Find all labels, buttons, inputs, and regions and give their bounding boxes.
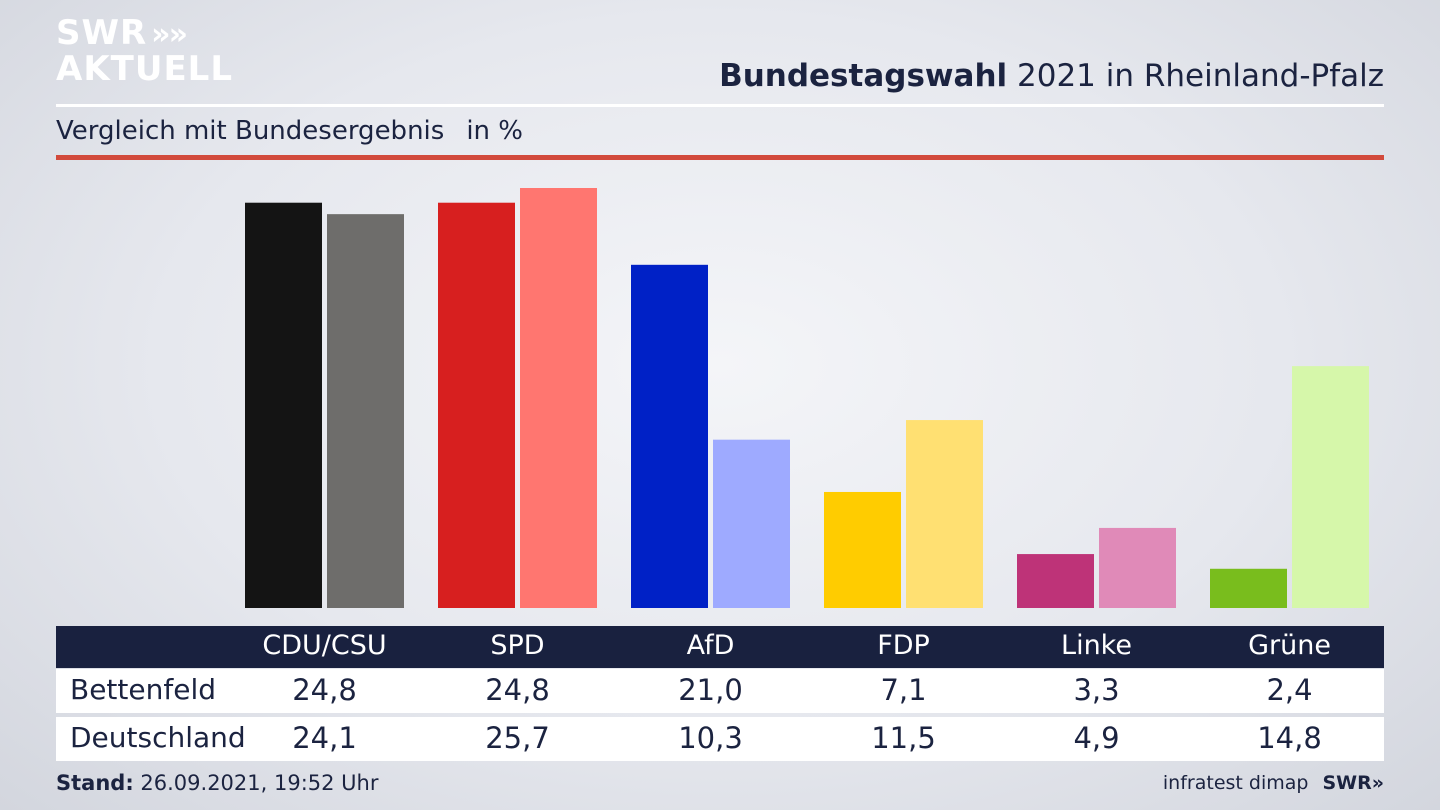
bar-fdp-bettenfeld <box>824 491 901 608</box>
value-afd-bettenfeld: 21,0 <box>678 673 743 707</box>
bar-linke-deutschland <box>1099 527 1176 608</box>
bar-cdu-csu-bettenfeld <box>245 202 322 608</box>
bar-fdp-deutschland <box>906 420 983 608</box>
value-linke-bettenfeld: 3,3 <box>1073 673 1120 707</box>
logo-aktuell-text: AKTUELL <box>56 49 234 89</box>
value-spd-deutschland: 25,7 <box>485 721 550 755</box>
timestamp: Stand: 26.09.2021, 19:52 Uhr <box>56 771 379 795</box>
row-label-bettenfeld: Bettenfeld <box>70 673 217 706</box>
value-afd-deutschland: 10,3 <box>678 721 743 755</box>
value-cdu-csu-deutschland: 24,1 <box>292 721 357 755</box>
bar-linke-bettenfeld <box>1017 554 1094 608</box>
row-label-deutschland: Deutschland <box>70 721 246 754</box>
category-label-fdp: FDP <box>877 630 930 661</box>
category-label-gr-ne: Grüne <box>1248 630 1331 661</box>
bar-gr-ne-deutschland <box>1292 366 1369 608</box>
value-fdp-deutschland: 11,5 <box>871 721 936 755</box>
value-spd-bettenfeld: 24,8 <box>485 673 550 707</box>
subtitle-text: Vergleich mit Bundesergebnis <box>56 116 445 146</box>
title-bold: Bundestagswahl <box>719 58 1008 94</box>
footer-credits: infratest dimap SWR» <box>1163 772 1384 794</box>
logo-swr-text: SWR <box>56 13 148 53</box>
value-fdp-bettenfeld: 7,1 <box>880 673 927 707</box>
stand-label: Stand: <box>56 771 134 795</box>
footer-swr-logo: SWR» <box>1322 772 1384 794</box>
source-label: infratest dimap <box>1162 772 1309 794</box>
category-label-linke: Linke <box>1061 630 1132 661</box>
value-cdu-csu-bettenfeld: 24,8 <box>292 673 357 707</box>
bar-afd-deutschland <box>713 439 790 608</box>
bar-gr-ne-bettenfeld <box>1210 568 1287 608</box>
category-label-cdu-csu: CDU/CSU <box>262 630 387 661</box>
bar-afd-bettenfeld <box>631 264 708 608</box>
accent-divider <box>56 155 1384 160</box>
table-row-deutschland: Deutschland 24,1 25,7 10,3 11,5 4,9 14,8 <box>56 717 1384 761</box>
value-gr-ne-bettenfeld: 2,4 <box>1266 673 1313 707</box>
bar-spd-deutschland <box>520 188 597 608</box>
stand-value: 26.09.2021, 19:52 Uhr <box>133 771 379 795</box>
chart-subtitle: Vergleich mit Bundesergebnis in % <box>56 116 523 146</box>
category-label-spd: SPD <box>490 630 545 661</box>
title-rest: 2021 in Rheinland-Pfalz <box>1007 58 1384 94</box>
table-header-row: CDU/CSU SPD AfD FDP Linke Grüne <box>56 626 1384 668</box>
bar-cdu-csu-deutschland <box>327 214 404 608</box>
table-row-bettenfeld: Bettenfeld 24,8 24,8 21,0 7,1 3,3 2,4 <box>56 669 1384 713</box>
value-gr-ne-deutschland: 14,8 <box>1257 721 1322 755</box>
value-linke-deutschland: 4,9 <box>1073 721 1120 755</box>
bar-spd-bettenfeld <box>438 202 515 608</box>
title-divider <box>56 104 1384 107</box>
bar-chart <box>245 188 1369 608</box>
page-title: Bundestagswahl 2021 in Rheinland-Pfalz <box>719 58 1384 94</box>
category-label-afd: AfD <box>686 630 735 661</box>
unit-label: in % <box>466 116 523 146</box>
swr-aktuell-logo: SWR»» AKTUELL <box>56 16 233 86</box>
